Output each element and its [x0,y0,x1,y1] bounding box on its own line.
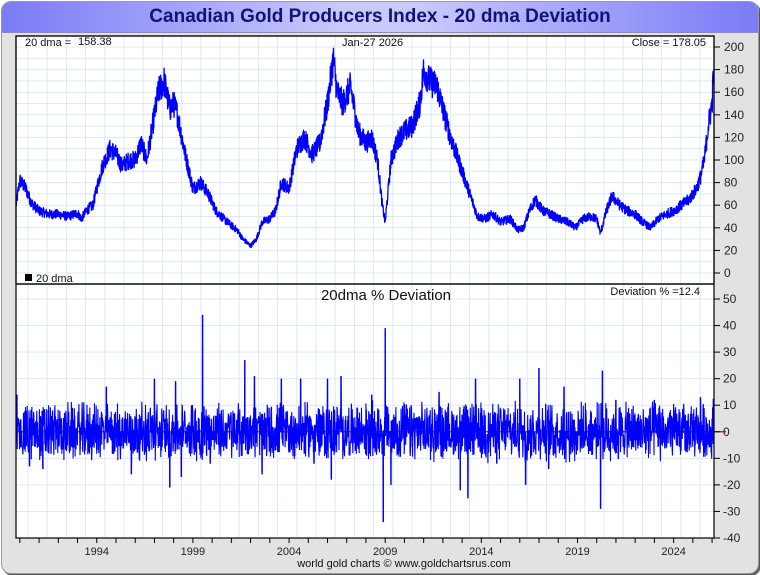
deviation-y-tick-label: -10 [723,451,741,465]
price-line [15,47,715,249]
price-y-tick-label: 60 [724,198,738,212]
deviation-y-tick-label: 0 [723,425,730,439]
grid [16,36,714,539]
deviation-y-tick-label: -40 [723,531,741,545]
dma-value: 158.38 [78,36,112,48]
price-y-tick-label: 100 [724,153,744,167]
legend-marker-icon [25,274,32,281]
deviation-y-tick-label: 40 [723,319,737,333]
deviation-y-tick-label: -30 [723,504,741,518]
dma-label: 20 dma = [25,37,71,49]
price-y-tick-label: 80 [724,176,738,190]
x-axis: 1994 1999 2004 2009 2014 2019 2024 [19,538,713,558]
date-label: Jan-27 2026 [342,37,403,49]
price-y-tick-label: 160 [724,85,744,99]
deviation-y-tick-label: 30 [723,345,737,359]
chart-title: Canadian Gold Producers Index - 20 dma D… [2,2,758,33]
legend-label: 20 dma [36,273,74,285]
deviation-y-tick-label: 50 [723,292,737,306]
footer-credit: world gold charts © www.goldchartsrus.co… [296,558,511,570]
price-y-tick-label: 200 [724,40,744,54]
x-tick-label: 2009 [373,546,397,558]
deviation-y-axis: -40 -30 -20 -10 0 10 20 30 40 50 [713,36,741,545]
deviation-panel [16,285,714,538]
deviation-panel-title: 20dma % Deviation [321,287,451,304]
x-tick-label: 2014 [469,546,493,558]
price-y-tick-label: 180 [724,63,744,77]
close-label: Close = 178.05 [632,37,706,49]
deviation-series [15,314,715,523]
deviation-y-tick-label: 20 [723,372,737,386]
price-y-tick-label: 140 [724,108,744,122]
deviation-y-tick-label: 10 [723,398,737,412]
x-tick-label: 2004 [277,546,301,558]
x-tick-label: 2024 [661,546,685,558]
x-tick-label: 1999 [181,546,205,558]
price-y-tick-label: 120 [724,130,744,144]
deviation-line [15,314,714,523]
price-y-tick-label: 0 [724,266,731,280]
price-series [15,47,715,249]
price-y-axis: 0 20 40 60 80 100 120 140 160 180 200 [714,40,744,280]
price-y-tick-label: 20 [724,243,738,257]
deviation-y-tick-label: -20 [723,478,741,492]
x-tick-label: 2019 [565,546,589,558]
price-y-tick-label: 40 [724,221,738,235]
x-tick-label: 1994 [85,546,109,558]
deviation-value-label: Deviation % =12.4 [610,286,700,298]
